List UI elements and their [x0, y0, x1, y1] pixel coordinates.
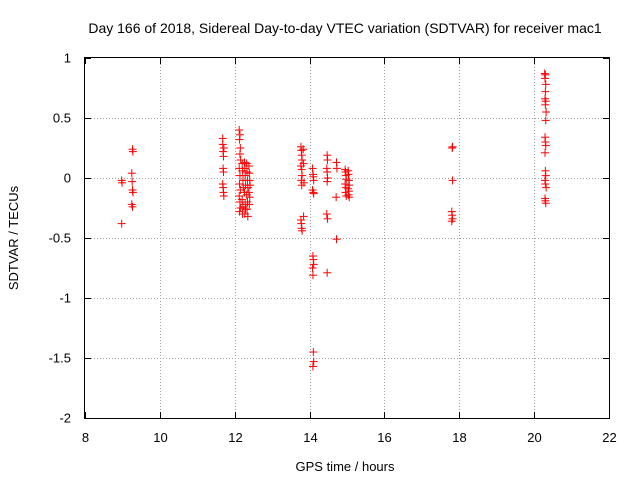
- y-tick-label: -2: [59, 411, 71, 426]
- y-tick-label: 0.5: [53, 111, 71, 126]
- data-point: [541, 141, 550, 150]
- data-point: [219, 168, 228, 176]
- data-point: [235, 126, 244, 134]
- x-tick-label: 20: [527, 430, 541, 445]
- data-point: [298, 156, 307, 164]
- data-point: [322, 210, 331, 218]
- data-point: [238, 195, 247, 204]
- data-point: [117, 219, 126, 228]
- data-point: [298, 226, 307, 235]
- data-point: [323, 156, 332, 164]
- data-point: [332, 164, 341, 173]
- data-point: [541, 199, 550, 208]
- x-tick-label: 18: [452, 430, 466, 445]
- data-point: [118, 178, 127, 187]
- data-point: [218, 140, 227, 149]
- data-point: [448, 176, 457, 185]
- data-point: [541, 180, 550, 188]
- data-point: [332, 235, 341, 244]
- data-point: [219, 152, 228, 161]
- data-point: [245, 169, 254, 178]
- data-point: [298, 171, 307, 180]
- data-point: [243, 168, 252, 176]
- data-point: [128, 202, 137, 211]
- x-tick-label: 10: [153, 430, 167, 445]
- data-point: [235, 150, 244, 158]
- x-tick-label: 12: [228, 430, 242, 445]
- chart-title: Day 166 of 2018, Sidereal Day-to-day VTE…: [88, 20, 601, 36]
- data-point: [323, 214, 332, 223]
- data-point: [245, 200, 254, 209]
- data-point: [236, 204, 245, 212]
- plot-frame: [84, 57, 610, 419]
- y-tick-label: -0.5: [49, 231, 71, 246]
- data-point: [299, 159, 308, 168]
- data-point: [219, 192, 228, 200]
- x-tick-label: 14: [303, 430, 317, 445]
- data-point: [309, 260, 318, 269]
- data-point: [332, 193, 341, 202]
- x-tick-label: 22: [602, 430, 616, 445]
- data-point: [299, 145, 308, 154]
- x-tick-label: 16: [377, 430, 391, 445]
- data-point: [541, 171, 550, 180]
- data-point: [308, 362, 317, 371]
- data-point: [245, 193, 254, 202]
- data-point: [235, 135, 244, 144]
- data-point: [244, 162, 253, 170]
- data-point: [541, 116, 550, 125]
- data-point: [309, 176, 318, 185]
- x-tick-label: 8: [82, 430, 89, 445]
- y-tick-label: -1: [59, 291, 71, 306]
- data-points: [117, 69, 551, 371]
- data-point: [244, 188, 253, 197]
- data-point: [309, 189, 318, 198]
- data-point: [540, 148, 549, 157]
- data-point: [308, 264, 317, 272]
- y-tick-labels: 1 0.5 0 -0.5 -1 -1.5 -2: [49, 51, 71, 426]
- y-axis-title: SDTVAR / TECUs: [6, 185, 21, 290]
- data-point: [541, 80, 550, 89]
- data-point: [447, 217, 456, 226]
- data-point: [345, 193, 354, 202]
- y-tick-label: 1: [64, 51, 71, 66]
- data-point: [219, 144, 228, 152]
- data-point: [128, 188, 137, 197]
- data-point: [541, 87, 550, 96]
- data-point: [323, 268, 332, 277]
- data-point: [542, 108, 551, 116]
- y-tick-label: -1.5: [49, 351, 71, 366]
- data-point: [128, 177, 137, 186]
- data-point: [540, 74, 549, 83]
- data-point: [541, 100, 550, 109]
- data-point: [309, 357, 318, 366]
- data-point: [128, 147, 137, 156]
- data-point: [448, 144, 457, 152]
- data-point: [309, 348, 318, 356]
- x-axis-title: GPS time / hours: [296, 459, 395, 474]
- data-point: [299, 212, 308, 221]
- data-point: [323, 177, 332, 186]
- data-point: [246, 181, 255, 190]
- data-point: [235, 180, 244, 188]
- data-point: [243, 212, 252, 221]
- data-point: [299, 178, 308, 187]
- data-point: [341, 180, 350, 188]
- data-point: [127, 169, 136, 178]
- x-tick-labels: 8 10 12 14 16 18 20 22: [82, 430, 617, 445]
- data-point: [241, 171, 250, 180]
- data-point: [308, 271, 317, 280]
- data-point: [542, 183, 551, 192]
- data-point: [243, 205, 252, 214]
- grid: [85, 58, 609, 418]
- y-tick-label: 0: [64, 171, 71, 186]
